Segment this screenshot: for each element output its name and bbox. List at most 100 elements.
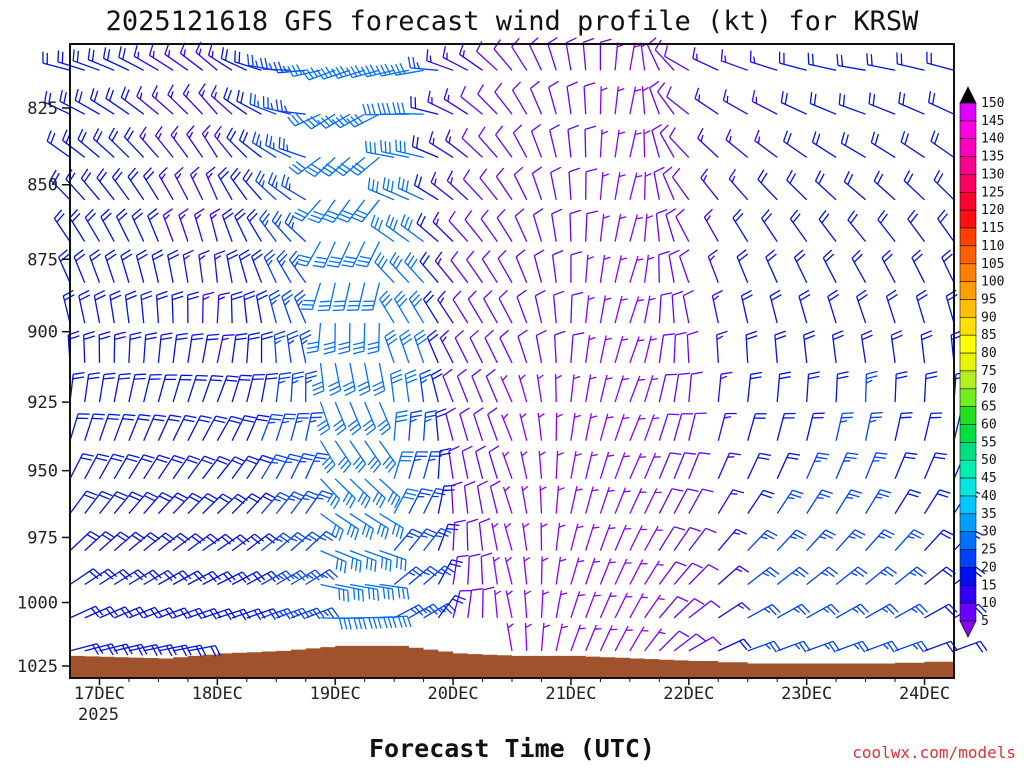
- wind-barb: [488, 445, 500, 479]
- wind-barb: [688, 636, 722, 652]
- wind-barb: [806, 489, 833, 514]
- wind-barb: [334, 513, 360, 541]
- wind-barb: [96, 168, 115, 201]
- wind-barb: [231, 533, 265, 552]
- wind-barb: [894, 603, 928, 619]
- wind-barb: [868, 92, 896, 115]
- wind-barb: [442, 46, 469, 71]
- wind-barb: [673, 633, 706, 652]
- wind-barb: [865, 640, 900, 653]
- wind-barb: [688, 371, 703, 403]
- colorbar-box: [959, 459, 977, 479]
- wind-barb: [223, 87, 248, 115]
- wind-barb: [408, 451, 429, 479]
- wind-barb: [430, 171, 454, 201]
- wind-barb: [393, 604, 428, 619]
- wind-barb: [187, 291, 199, 324]
- wind-barb: [870, 131, 896, 158]
- wind-barb: [688, 564, 719, 585]
- wind-barb: [896, 52, 925, 71]
- wind-barb: [261, 570, 295, 586]
- wind-barb: [439, 329, 454, 364]
- colorbar-box: [959, 299, 977, 318]
- wind-barb: [523, 589, 532, 618]
- wind-barb: [480, 552, 493, 585]
- wind-barb: [911, 249, 926, 283]
- wind-barb-layer: [42, 36, 988, 657]
- wind-barb: [461, 445, 473, 479]
- wind-barb: [523, 556, 531, 585]
- wind-barb: [377, 103, 409, 115]
- wind-barb: [555, 590, 568, 619]
- wind-barb: [273, 61, 306, 74]
- wind-barb: [448, 445, 460, 479]
- wind-barb: [226, 127, 248, 158]
- wind-barb: [692, 47, 719, 71]
- wind-barb: [46, 130, 71, 158]
- wind-barb: [673, 452, 696, 480]
- wind-barb: [629, 336, 645, 364]
- colorbar-box: [959, 352, 977, 372]
- colorbar-box: [959, 370, 977, 390]
- wind-barb: [419, 251, 439, 284]
- wind-barb: [364, 549, 392, 572]
- wind-barb: [599, 129, 609, 158]
- wind-barb: [658, 596, 689, 619]
- wind-barb: [333, 401, 347, 436]
- colorbar-label: 40: [981, 489, 997, 504]
- wind-barb: [349, 583, 380, 601]
- wind-barb: [629, 42, 641, 71]
- wind-barb: [319, 440, 336, 474]
- wind-barb: [452, 554, 469, 585]
- wind-barb: [629, 296, 644, 324]
- wind-barb: [540, 589, 550, 618]
- wind-barb: [382, 177, 410, 201]
- wind-barb: [419, 369, 432, 403]
- wind-barb: [851, 249, 867, 284]
- wind-barb: [658, 373, 678, 403]
- wind-barb: [207, 44, 233, 71]
- wind-barb: [599, 295, 612, 324]
- wind-barb: [379, 290, 395, 324]
- wind-barb: [499, 329, 513, 364]
- wind-barb: [172, 414, 197, 441]
- wind-barb: [717, 565, 750, 585]
- wind-barb: [275, 99, 306, 115]
- colorbar-box: [959, 102, 977, 122]
- wind-barb: [151, 249, 164, 283]
- wind-barb: [143, 332, 158, 363]
- wind-barb: [379, 513, 404, 540]
- wind-barb: [585, 413, 598, 441]
- wind-barb: [614, 129, 626, 158]
- wind-barb: [113, 491, 143, 515]
- wind-barb: [290, 453, 315, 480]
- wind-barb: [217, 166, 233, 201]
- wind-barb: [128, 373, 147, 403]
- wind-barb: [364, 513, 390, 540]
- wind-barb: [341, 241, 366, 268]
- wind-barb: [567, 124, 579, 158]
- wind-barb: [570, 624, 586, 652]
- x-tick-label: 18DEC: [192, 684, 243, 704]
- wind-barb: [806, 412, 825, 441]
- wind-barb: [99, 643, 133, 656]
- wind-barb: [98, 413, 121, 441]
- x-tick-label: 20DEC: [427, 684, 478, 704]
- wind-barb: [198, 249, 210, 283]
- wind-barb: [688, 488, 714, 514]
- wind-barb: [187, 374, 208, 403]
- wind-barb: [84, 453, 110, 480]
- x-tick-label: 23DEC: [781, 684, 832, 704]
- wind-barb: [362, 401, 377, 436]
- wind-barb: [139, 126, 159, 158]
- wind-barb: [58, 249, 71, 283]
- colorbar-label: 45: [981, 471, 997, 486]
- wind-barb: [843, 171, 867, 201]
- wind-barb: [673, 413, 693, 441]
- wind-barb: [57, 50, 85, 71]
- wind-barb: [599, 413, 614, 441]
- wind-barb: [471, 368, 484, 403]
- wind-barb: [480, 209, 498, 242]
- wind-barb: [393, 566, 426, 586]
- x-tick-label: 24DEC: [899, 684, 950, 704]
